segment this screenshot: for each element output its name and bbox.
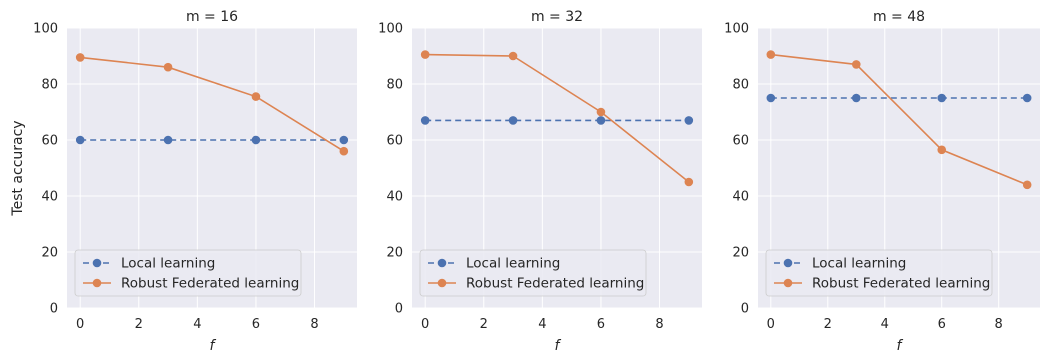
chart-title: m = 16 xyxy=(186,9,238,25)
legend-marker xyxy=(783,278,793,288)
y-tick-label: 0 xyxy=(395,302,403,317)
y-tick-label: 0 xyxy=(741,302,749,317)
data-point xyxy=(851,93,861,103)
y-tick-label: 100 xyxy=(378,22,403,37)
data-point xyxy=(75,53,85,62)
data-point xyxy=(75,135,85,145)
y-tick-label: 20 xyxy=(41,246,58,261)
data-point xyxy=(684,177,694,187)
x-tick-label: 6 xyxy=(252,317,260,332)
data-point xyxy=(1022,93,1032,103)
x-tick-label: 6 xyxy=(597,317,605,332)
y-tick-label: 40 xyxy=(386,190,403,205)
x-tick-label: 8 xyxy=(310,317,318,332)
data-point xyxy=(766,50,776,59)
x-tick-label: 2 xyxy=(480,317,488,332)
y-tick-label: 60 xyxy=(732,134,749,149)
data-point xyxy=(420,50,430,59)
series-line-2 xyxy=(425,53,690,183)
legend-label: Robust Federated learning xyxy=(466,276,644,292)
data-point xyxy=(251,92,261,101)
legend-marker xyxy=(92,278,102,288)
y-tick-label: 40 xyxy=(41,190,58,205)
y-tick-label: 100 xyxy=(724,22,749,37)
legend-label: Local learning xyxy=(466,256,560,272)
x-tick-label: 4 xyxy=(538,317,546,332)
chart-title: m = 48 xyxy=(873,9,925,25)
x-tick-label: 0 xyxy=(767,317,775,332)
series-line-2 xyxy=(80,56,345,152)
data-point xyxy=(937,145,947,155)
x-axis-label: f xyxy=(210,338,217,354)
legend-box xyxy=(419,249,647,297)
y-tick-label: 0 xyxy=(50,302,58,317)
data-point xyxy=(937,93,947,103)
y-tick-label: 60 xyxy=(41,134,58,149)
x-tick-label: 0 xyxy=(76,317,84,332)
legend-marker xyxy=(437,278,447,288)
chart-panel-2: 0 20 40 60 80 100 0 2 4 6 8 m = 32 f Local learning Ro… xyxy=(378,9,702,354)
data-point xyxy=(251,135,261,145)
x-tick-label: 8 xyxy=(995,317,1003,332)
y-tick-label: 100 xyxy=(33,22,58,37)
y-tick-label: 20 xyxy=(732,246,749,261)
legend-box xyxy=(765,249,993,297)
data-point xyxy=(596,107,606,117)
chart-panel-1: 0 20 40 60 80 100 0 2 4 6 8 m = 16 f Test accuracy Loc… xyxy=(10,9,357,354)
y-tick-label: 20 xyxy=(386,246,403,261)
data-point xyxy=(596,116,606,125)
legend-label: Local learning xyxy=(121,256,215,272)
data-point xyxy=(339,135,349,145)
data-point xyxy=(684,116,694,125)
x-axis-label: f xyxy=(897,338,904,354)
x-tick-label: 6 xyxy=(938,317,946,332)
data-point xyxy=(163,135,173,145)
chart-title: m = 32 xyxy=(531,9,583,25)
data-point xyxy=(766,93,776,103)
data-point xyxy=(508,51,518,61)
data-point xyxy=(339,146,349,156)
chart-panel-3: 0 20 40 60 80 100 0 2 4 6 8 m = 48 f Local learning Ro… xyxy=(724,9,1040,354)
legend-box xyxy=(74,249,302,297)
legend-label: Local learning xyxy=(812,256,906,272)
y-tick-label: 40 xyxy=(732,190,749,205)
legend-marker xyxy=(437,258,447,268)
data-point xyxy=(1022,180,1032,190)
x-axis-label: f xyxy=(555,338,562,354)
x-tick-label: 2 xyxy=(824,317,832,332)
x-tick-label: 2 xyxy=(135,317,143,332)
y-tick-label: 60 xyxy=(386,134,403,149)
y-tick-label: 80 xyxy=(41,78,58,93)
legend-label: Robust Federated learning xyxy=(121,276,299,292)
legend-marker xyxy=(92,258,102,268)
data-point xyxy=(420,116,430,125)
legend-marker xyxy=(783,258,793,268)
y-tick-label: 80 xyxy=(386,78,403,93)
x-tick-label: 8 xyxy=(655,317,663,332)
x-tick-label: 4 xyxy=(881,317,889,332)
x-tick-label: 0 xyxy=(421,317,429,332)
data-point xyxy=(163,62,173,72)
data-point xyxy=(508,116,518,125)
y-axis-label: Test accuracy xyxy=(10,120,26,216)
y-tick-label: 80 xyxy=(732,78,749,93)
data-point xyxy=(851,60,861,69)
x-tick-label: 4 xyxy=(193,317,201,332)
series-line-2 xyxy=(770,53,1028,186)
legend-label: Robust Federated learning xyxy=(812,276,990,292)
